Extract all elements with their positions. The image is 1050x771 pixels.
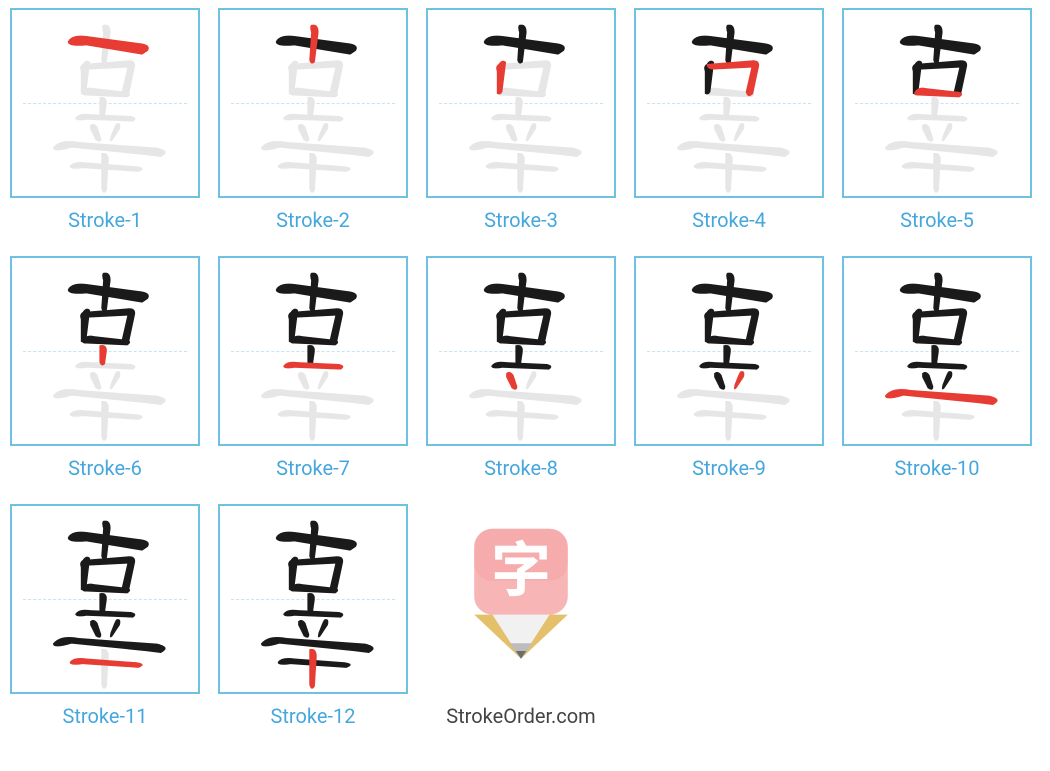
logo-glyph: 字 (491, 523, 551, 609)
stroke-tile-9 (634, 256, 824, 446)
stroke-cell: Stroke-2 (218, 8, 408, 232)
stroke-cell: Stroke-10 (842, 256, 1032, 480)
stroke-caption: Stroke-12 (271, 704, 356, 728)
stroke-tile-5 (842, 8, 1032, 198)
stroke-tile-12 (218, 504, 408, 694)
stroke-tile-8 (426, 256, 616, 446)
stroke-caption: Stroke-2 (276, 208, 350, 232)
stroke-caption: Stroke-9 (692, 456, 766, 480)
stroke-caption: Stroke-5 (900, 208, 974, 232)
stroke-caption: Stroke-4 (692, 208, 766, 232)
stroke-tile-1 (10, 8, 200, 198)
stroke-row-2: Stroke-6 Stroke-7 Stroke-8 Stroke-9 Stro… (10, 256, 1040, 480)
stroke-tile-6 (10, 256, 200, 446)
stroke-cell: Stroke-3 (426, 8, 616, 232)
stroke-caption: Stroke-1 (68, 208, 142, 232)
stroke-caption: Stroke-11 (63, 704, 148, 728)
logo-cell: 字 StrokeOrder.com (426, 504, 616, 728)
stroke-cell: Stroke-5 (842, 8, 1032, 232)
stroke-row-1: Stroke-1 Stroke-2 Stroke-3 Stroke-4 Stro… (10, 8, 1040, 232)
stroke-cell: Stroke-6 (10, 256, 200, 480)
stroke-tile-7 (218, 256, 408, 446)
stroke-tile-4 (634, 8, 824, 198)
stroke-row-3: Stroke-11 Stroke-12 字 StrokeOrder.com (10, 504, 1040, 728)
stroke-cell: Stroke-12 (218, 504, 408, 728)
stroke-tile-10 (842, 256, 1032, 446)
stroke-caption: Stroke-10 (895, 456, 980, 480)
stroke-cell: Stroke-8 (426, 256, 616, 480)
stroke-caption: Stroke-8 (484, 456, 558, 480)
stroke-cell: Stroke-9 (634, 256, 824, 480)
stroke-tile-2 (218, 8, 408, 198)
stroke-caption: Stroke-3 (484, 208, 558, 232)
stroke-tile-3 (426, 8, 616, 198)
stroke-cell: Stroke-1 (10, 8, 200, 232)
stroke-tile-11 (10, 504, 200, 694)
site-logo: 字 (426, 504, 616, 694)
stroke-cell: Stroke-11 (10, 504, 200, 728)
watermark-text: StrokeOrder.com (446, 704, 595, 728)
stroke-caption: Stroke-6 (68, 456, 142, 480)
stroke-cell: Stroke-7 (218, 256, 408, 480)
stroke-cell: Stroke-4 (634, 8, 824, 232)
stroke-caption: Stroke-7 (276, 456, 350, 480)
